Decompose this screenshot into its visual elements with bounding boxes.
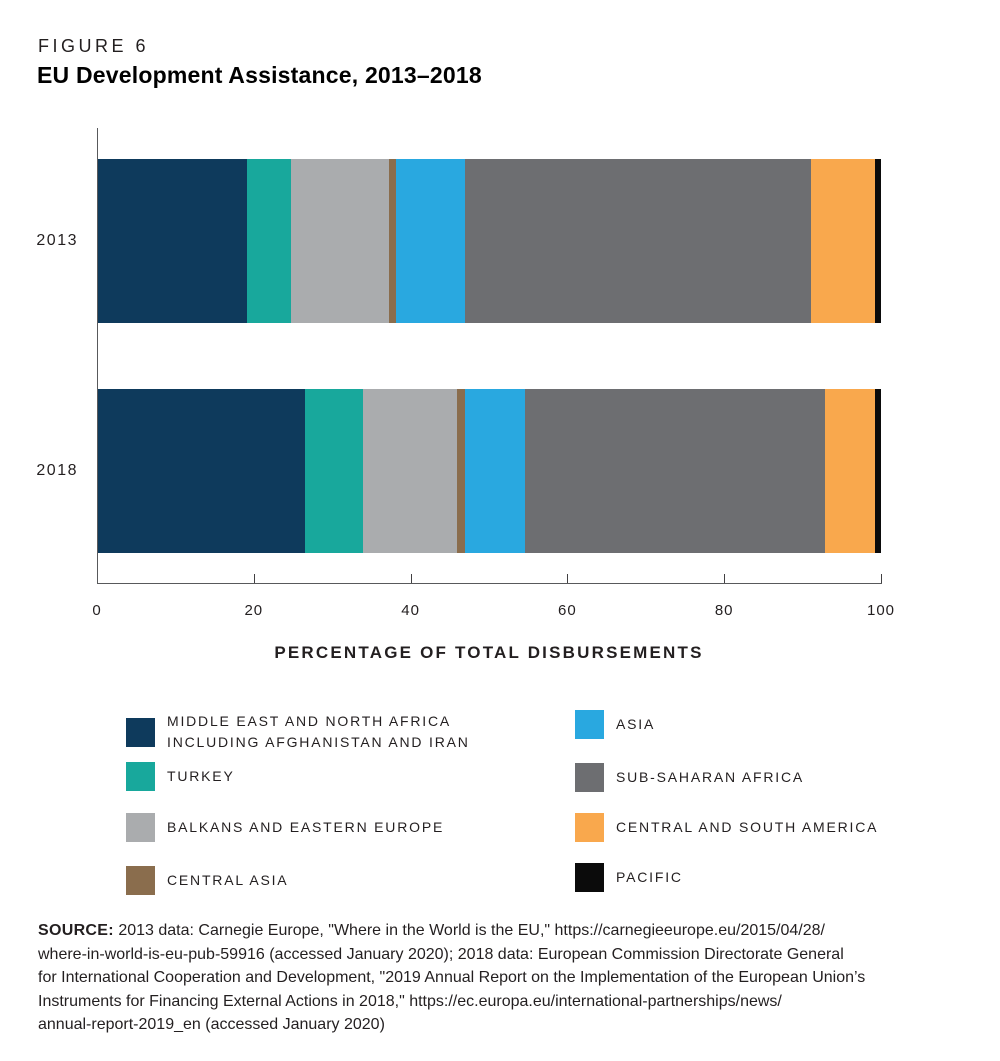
bar-segment-central-asia xyxy=(456,389,466,553)
bar-row-2013 xyxy=(98,159,881,323)
legend-item-central-asia: CENTRAL ASIA xyxy=(126,866,288,895)
legend-item-pacific: PACIFIC xyxy=(575,863,683,892)
x-axis-tick-label: 40 xyxy=(401,602,420,619)
legend-item-asia: ASIA xyxy=(575,710,655,739)
bar-segment-balkans-and-eastern-europe xyxy=(362,389,457,553)
legend-swatch xyxy=(575,813,604,842)
bar-segment-central-asia xyxy=(389,159,397,323)
bar-segment-balkans-and-eastern-europe xyxy=(291,159,390,323)
bar-segment-central-and-south-america xyxy=(825,389,876,553)
plot-area xyxy=(97,128,882,584)
source-line-3: for International Cooperation and Develo… xyxy=(38,969,866,987)
legend-label: MIDDLE EAST AND NORTH AFRICA INCLUDING A… xyxy=(167,713,470,750)
bar-segment-pacific xyxy=(875,159,881,323)
legend-swatch xyxy=(126,813,155,842)
source-note: SOURCE: 2013 data: Carnegie Europe, "Whe… xyxy=(38,919,968,1037)
legend-swatch xyxy=(126,866,155,895)
legend-swatch xyxy=(575,863,604,892)
legend-item-balkans-and-eastern-europe: BALKANS AND EASTERN EUROPE xyxy=(126,813,444,842)
legend-label: SUB-SAHARAN AFRICA xyxy=(616,769,804,785)
legend-label: BALKANS AND EASTERN EUROPE xyxy=(167,819,445,835)
x-axis-tick xyxy=(881,574,882,583)
legend-label: CENTRAL ASIA xyxy=(167,872,289,888)
x-axis-tick-label: 20 xyxy=(244,602,264,619)
bar-segment-asia xyxy=(465,389,526,553)
source-line-2: where-in-world-is-eu-pub-59916 (accessed… xyxy=(38,945,844,963)
source-line-4: Instruments for Financing External Actio… xyxy=(38,992,782,1010)
x-axis-tick-label: 80 xyxy=(714,602,734,619)
bar-segment-central-and-south-america xyxy=(811,159,876,323)
legend-label: TURKEY xyxy=(167,768,235,784)
bar-segment-middle-east-and-north-africa-including-afghanistan-and-iran xyxy=(98,159,247,323)
bar-segment-turkey xyxy=(246,159,292,323)
legend-swatch xyxy=(575,763,604,792)
x-axis-tick xyxy=(253,574,255,583)
x-axis-tick xyxy=(410,574,412,583)
year-label-2013: 2013 xyxy=(36,232,78,249)
bar-segment-sub-saharan-africa xyxy=(525,389,826,553)
x-axis-tick-label: 0 xyxy=(92,602,102,619)
legend-swatch xyxy=(575,710,604,739)
legend-label: ASIA xyxy=(616,716,656,732)
legend-item-middle-east-and-north-africa-including-afghanistan-and-iran: MIDDLE EAST AND NORTH AFRICA INCLUDING A… xyxy=(126,711,470,753)
x-axis-tick xyxy=(724,574,726,583)
x-axis-title: PERCENTAGE OF TOTAL DISBURSEMENTS xyxy=(274,643,704,662)
legend-item-sub-saharan-africa: SUB-SAHARAN AFRICA xyxy=(575,763,804,792)
legend-swatch xyxy=(126,717,155,747)
bar-segment-sub-saharan-africa xyxy=(465,159,812,323)
legend-label: PACIFIC xyxy=(616,869,683,885)
source-line-5: annual-report-2019_en (accessed January … xyxy=(38,1016,385,1034)
bar-segment-asia xyxy=(396,159,466,323)
source-label: SOURCE: xyxy=(38,922,114,939)
legend-item-turkey: TURKEY xyxy=(126,762,235,791)
legend-label: CENTRAL AND SOUTH AMERICA xyxy=(616,819,879,835)
year-label-2018: 2018 xyxy=(36,462,78,479)
x-axis-line xyxy=(97,583,882,584)
x-axis-tick-label: 60 xyxy=(558,602,577,619)
y-axis-line xyxy=(97,128,98,584)
x-axis-tick xyxy=(567,574,569,583)
bar-segment-turkey xyxy=(305,389,363,553)
bar-row-2018 xyxy=(98,389,881,553)
legend-swatch xyxy=(126,762,155,791)
bar-segment-pacific xyxy=(875,389,881,553)
figure-title: EU Development Assistance, 2013–2018 xyxy=(37,62,482,88)
legend-item-central-and-south-america: CENTRAL AND SOUTH AMERICA xyxy=(575,813,878,842)
x-axis-tick-label: 100 xyxy=(866,602,896,619)
bar-segment-middle-east-and-north-africa-including-afghanistan-and-iran xyxy=(98,389,306,553)
figure-label: FIGURE 6 xyxy=(38,36,150,56)
source-line-1: 2013 data: Carnegie Europe, "Where in th… xyxy=(118,922,825,939)
